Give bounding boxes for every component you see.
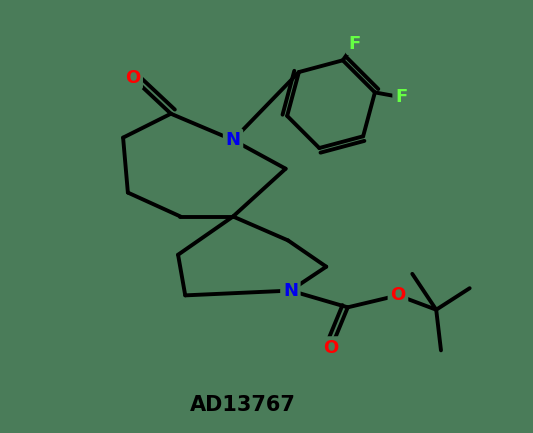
Text: AD13767: AD13767 [190,395,295,415]
Text: O: O [324,339,338,357]
Text: O: O [390,286,406,304]
Text: N: N [283,281,298,300]
Text: N: N [225,131,240,149]
Text: O: O [125,69,140,87]
Text: F: F [395,88,407,106]
Text: F: F [349,35,361,52]
